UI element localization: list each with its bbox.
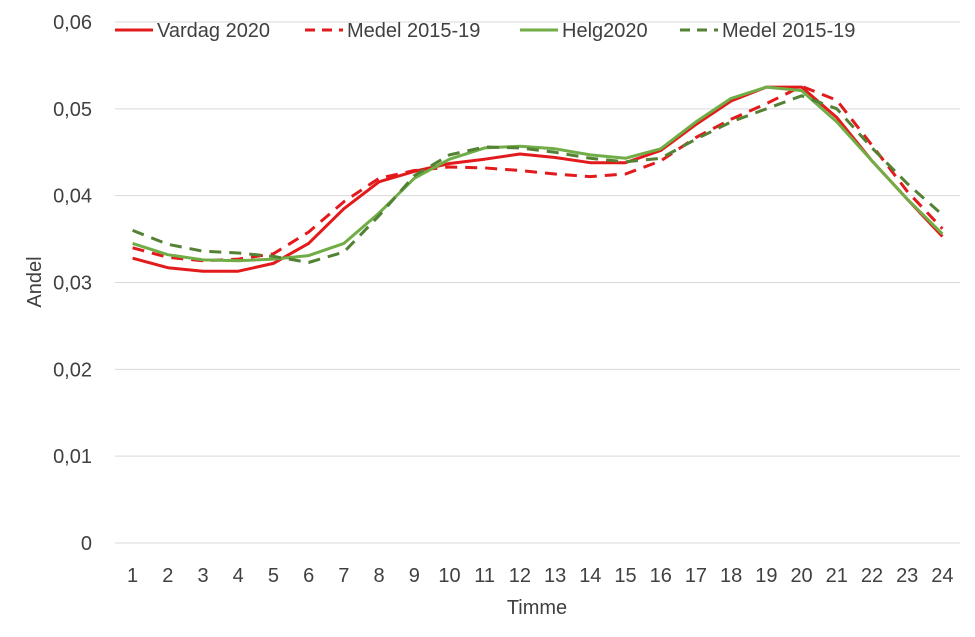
x-tick-label: 3 <box>197 565 208 587</box>
x-tick-label: 2 <box>162 565 173 587</box>
y-tick-label: 0 <box>81 533 92 555</box>
legend-label: Medel 2015-19 <box>347 20 480 42</box>
x-tick-label: 21 <box>826 565 848 587</box>
y-tick-label: 0,06 <box>53 12 92 34</box>
x-tick-label: 20 <box>790 565 812 587</box>
x-axis-title: Timme <box>507 597 567 619</box>
legend: Vardag 2020 Medel 2015-19 Helg2020 Medel 20… <box>115 20 855 42</box>
series-line-4 <box>132 94 944 264</box>
x-tick-label: 7 <box>338 565 349 587</box>
y-tick-label: 0,03 <box>53 273 92 295</box>
x-tick-label: 1 <box>127 565 138 587</box>
y-axis-ticks: 0 0,01 0,02 0,03 0,04 0,05 0,06 <box>53 12 92 555</box>
legend-label: Medel 2015-19 <box>722 20 855 42</box>
y-tick-label: 0,01 <box>53 446 92 468</box>
series-line-2 <box>132 84 944 263</box>
legend-label: Helg2020 <box>562 20 648 42</box>
x-tick-label: 18 <box>720 565 742 587</box>
x-tick-label: 15 <box>614 565 636 587</box>
x-tick-label: 5 <box>268 565 279 587</box>
x-tick-label: 13 <box>544 565 566 587</box>
x-tick-label: 10 <box>438 565 460 587</box>
x-tick-label: 17 <box>685 565 707 587</box>
x-tick-label: 16 <box>650 565 672 587</box>
x-tick-label: 14 <box>579 565 601 587</box>
x-tick-label: 8 <box>374 565 385 587</box>
y-tick-label: 0,04 <box>53 186 92 208</box>
y-tick-label: 0,05 <box>53 99 92 121</box>
grid <box>115 21 960 544</box>
x-tick-label: 9 <box>409 565 420 587</box>
x-axis-ticks: 1 2 3 4 5 6 7 8 9 10 11 12 13 14 15 16 17 18 19 20 21 22 23 24 <box>127 565 953 587</box>
x-tick-label: 4 <box>233 565 244 587</box>
x-tick-label: 23 <box>896 565 918 587</box>
x-tick-label: 11 <box>474 565 495 587</box>
series-line-1 <box>132 85 944 273</box>
x-tick-label: 6 <box>303 565 314 587</box>
x-tick-label: 22 <box>861 565 883 587</box>
y-tick-label: 0,02 <box>53 359 92 381</box>
legend-label: Vardag 2020 <box>157 20 270 42</box>
series-line-3 <box>132 85 944 263</box>
y-axis-title: Andel <box>24 256 46 307</box>
x-tick-label: 19 <box>755 565 777 587</box>
series-lines <box>132 84 944 273</box>
x-tick-label: 12 <box>509 565 531 587</box>
x-tick-label: 24 <box>931 565 953 587</box>
